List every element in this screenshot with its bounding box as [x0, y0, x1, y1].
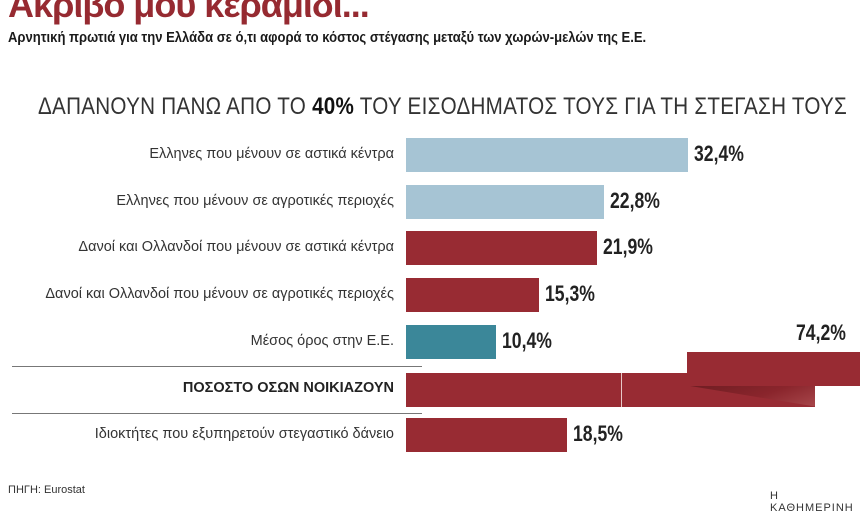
value-label: 32,4%	[693, 141, 744, 166]
row-separator	[12, 366, 422, 367]
value-label: 10,4%	[502, 327, 553, 353]
category-label: Ελληνες που μένουν σε αγροτικές περιοχές	[116, 192, 394, 209]
chart-subtitle: Αρνητική πρωτιά για την Ελλάδα σε ό,τι α…	[8, 30, 647, 46]
heading-part-2: ΤΟΥ ΕΙΣΟΔΗΜΑΤΟΣ ΤΟΥΣ ΓΙΑ ΤΗ ΣΤΕΓΑΣΗ ΤΟΥΣ	[354, 93, 848, 120]
value-label: 15,3%	[545, 281, 596, 307]
heading-highlight: 40%	[312, 93, 355, 120]
bar	[406, 231, 597, 266]
source-note: ΠΗΓΗ: Eurostat	[8, 484, 85, 496]
value-label: 74,2%	[796, 319, 846, 345]
bar-break-line	[621, 372, 622, 407]
value-label: 22,8%	[610, 187, 661, 213]
bar	[406, 324, 497, 359]
row-separator	[12, 413, 422, 414]
category-label: Δανοί και Ολλανδοί που μένουν σε αστικά …	[78, 239, 394, 256]
chart-heading: ΔΑΠΑΝΟΥΝ ΠΑΝΩ ΑΠΟ ΤΟ 40% ΤΟΥ ΕΙΣΟΔΗΜΑΤΟΣ…	[38, 93, 847, 121]
bar	[406, 184, 605, 219]
bar-chart: Ελληνες που μένουν σε αστικά κέντρα 32,4%…	[12, 138, 860, 453]
publisher-logo: Η ΚΑΘΗΜΕΡΙΝΗ	[770, 490, 854, 514]
bar	[406, 278, 540, 313]
category-label: Δανοί και Ολλανδοί που μένουν σε αγροτικ…	[45, 286, 394, 303]
category-label: Ελληνες που μένουν σε αστικά κέντρα	[149, 146, 394, 162]
value-label: 21,9%	[602, 234, 653, 260]
bar	[406, 138, 688, 172]
category-label: ΠΟΣΟΣΤΟ ΟΣΩΝ ΝΟΙΚΙΑΖΟΥΝ	[182, 379, 394, 396]
bar-extension	[687, 351, 860, 386]
category-label: Ιδιοκτήτες που εξυπηρετούν στεγαστικό δά…	[94, 426, 394, 443]
category-label: Μέσος όρος στην Ε.Ε.	[250, 332, 394, 349]
bar	[406, 418, 567, 453]
value-label: 18,5%	[572, 421, 623, 447]
heading-part-1: ΔΑΠΑΝΟΥΝ ΠΑΝΩ ΑΠΟ ΤΟ	[38, 93, 313, 120]
chart-title: Ακριβό μου κεραμίδι...	[8, 0, 370, 25]
